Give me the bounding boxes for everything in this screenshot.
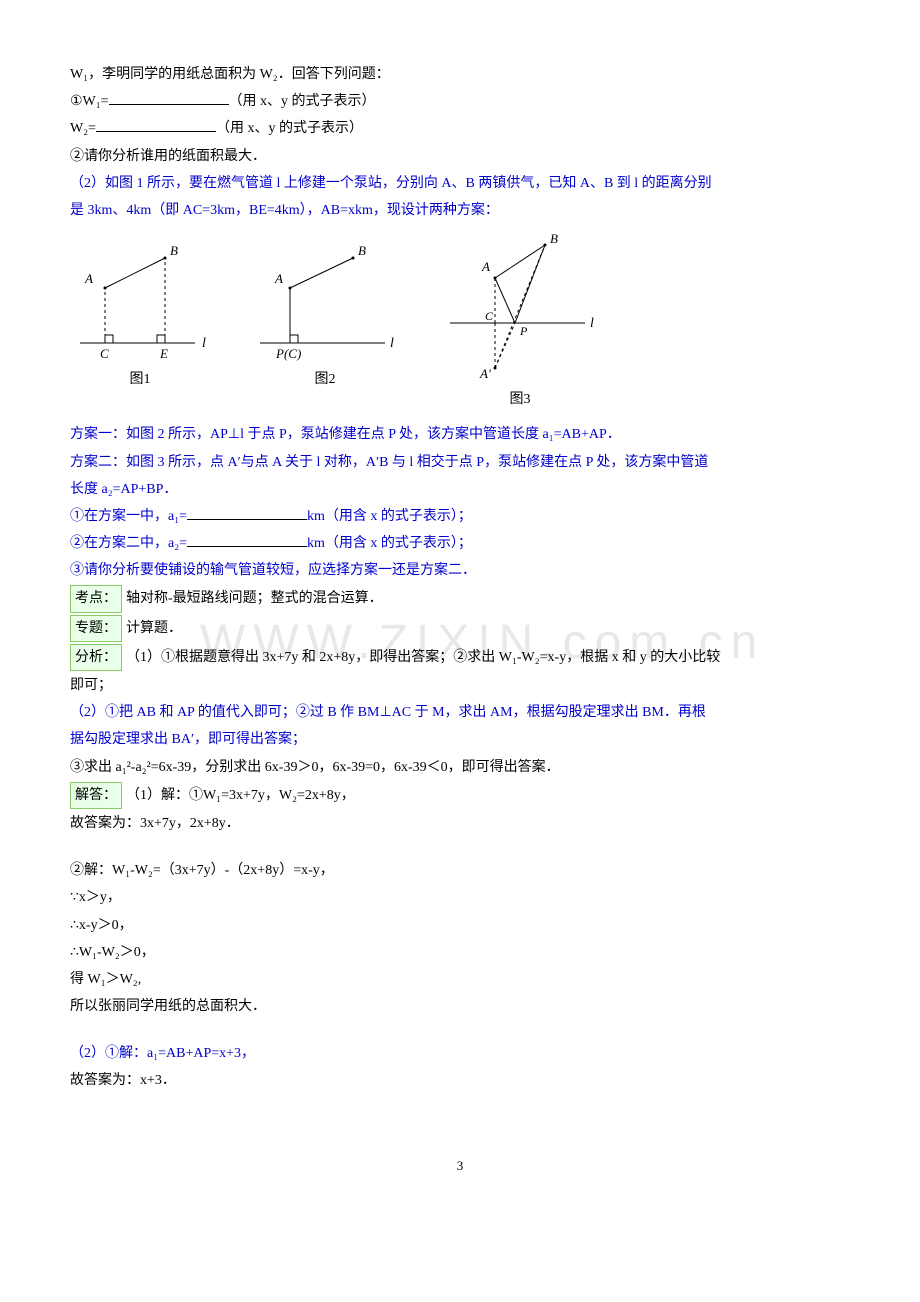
svg-text:l: l	[202, 336, 206, 351]
sol-2-1: ②解：W₁-W₂=（3x+7y）-（2x+8y）=x-y，	[70, 858, 850, 883]
kaodian-text: 轴对称-最短路线问题；整式的混合运算．	[126, 591, 383, 606]
w1-suffix: （用 x、y 的式子表示）	[229, 94, 376, 109]
diagram-2-svg: l P(C) A B	[250, 233, 400, 363]
fenxi-text-1: （1）①根据题意得出 3x+7y 和 2x+8y，即得出答案；②求出 W₁-W₂…	[126, 650, 720, 665]
zhuanti-label: 专题：	[70, 615, 122, 642]
diagram-3: l A A' B C P 图3	[440, 233, 600, 412]
jieda-label: 解答：	[70, 782, 122, 809]
svg-text:A': A'	[479, 366, 491, 381]
problem-2-line-2: 是 3km、4km（即 AC=3km，BE=4km），AB=xkm，现设计两种方…	[70, 198, 850, 223]
fenxi-line-5: ③求出 a₁²-a₂²=6x-39，分别求出 6x-39＞0，6x-39=0，6…	[70, 755, 850, 780]
diagram-3-label: 图3	[440, 387, 600, 412]
a1-suffix: km（用含 x 的式子表示）；	[307, 509, 472, 524]
scheme-2-line-1: 方案二：如图 3 所示，点 A′与点 A 关于 l 对称，A′B 与 l 相交于…	[70, 450, 850, 475]
kaodian-line: 考点： 轴对称-最短路线问题；整式的混合运算．	[70, 585, 850, 612]
a1-prefix: ①在方案一中，a₁=	[70, 509, 187, 524]
w2-prefix: W₂=	[70, 121, 96, 136]
zhuanti-line: 专题： 计算题．	[70, 615, 850, 642]
problem-2-line-1: （2）如图 1 所示，要在燃气管道 l 上修建一个泵站，分别向 A、B 两镇供气…	[70, 171, 850, 196]
scheme-1: 方案一：如图 2 所示，AP⊥l 于点 P，泵站修建在点 P 处，该方案中管道长…	[70, 422, 850, 447]
svg-text:l: l	[390, 336, 394, 351]
sol-2-3: ∴x-y＞0，	[70, 913, 850, 938]
scheme-2-line-2: 长度 a₂=AP+BP．	[70, 477, 850, 502]
a2-suffix: km（用含 x 的式子表示）；	[307, 536, 472, 551]
a2-blank	[187, 532, 307, 547]
page-number: 3	[70, 1154, 850, 1177]
intro-line-2: ①W₁= （用 x、y 的式子表示）	[70, 89, 850, 114]
question-a1: ①在方案一中，a₁= km（用含 x 的式子表示）；	[70, 504, 850, 529]
fenxi-line-3: （2）①把 AB 和 AP 的值代入即可；②过 B 作 BM⊥AC 于 M，求出…	[70, 700, 850, 725]
zhuanti-text: 计算题．	[126, 621, 182, 636]
sol-2-2: ∵x＞y，	[70, 885, 850, 910]
w2-suffix: （用 x、y 的式子表示）	[216, 121, 363, 136]
diagram-1: l C A E B 图1	[70, 233, 210, 412]
sol-3-1: （2）①解：a₁=AB+AP=x+3，	[70, 1041, 850, 1066]
svg-text:C: C	[485, 309, 494, 323]
svg-text:C: C	[100, 346, 109, 361]
diagram-3-svg: l A A' B C P	[440, 233, 600, 383]
intro-line-3: W₂= （用 x、y 的式子表示）	[70, 116, 850, 141]
a2-prefix: ②在方案二中，a₂=	[70, 536, 187, 551]
jieda-line-1: 解答： （1）解：①W₁=3x+7y，W₂=2x+8y，	[70, 782, 850, 809]
sol-2-5: 得 W₁＞W₂,	[70, 967, 850, 992]
svg-text:B: B	[358, 243, 366, 258]
kaodian-label: 考点：	[70, 585, 122, 612]
svg-text:P: P	[519, 324, 528, 338]
svg-text:P(C): P(C)	[275, 346, 301, 361]
w1-blank	[109, 90, 229, 105]
svg-text:A: A	[274, 271, 283, 286]
fenxi-label: 分析：	[70, 644, 122, 671]
sol-2-4: ∴W₁-W₂＞0，	[70, 940, 850, 965]
fenxi-line-2: 即可；	[70, 673, 850, 698]
sol-2-6: 所以张丽同学用纸的总面积大．	[70, 994, 850, 1019]
svg-text:l: l	[590, 316, 594, 331]
intro-line-1: W₁，李明同学的用纸总面积为 W₂．回答下列问题：	[70, 62, 850, 87]
svg-text:A: A	[84, 271, 93, 286]
fenxi-line-1: 分析： （1）①根据题意得出 3x+7y 和 2x+8y，即得出答案；②求出 W₁…	[70, 644, 850, 671]
diagram-1-label: 图1	[70, 367, 210, 392]
jieda-line-2: 故答案为：3x+7y，2x+8y．	[70, 811, 850, 836]
svg-text:B: B	[550, 233, 558, 246]
w1-prefix: ①W₁=	[70, 94, 109, 109]
a1-blank	[187, 505, 307, 520]
question-3: ③请你分析要使铺设的输气管道较短，应选择方案一还是方案二．	[70, 558, 850, 583]
fenxi-line-4: 据勾股定理求出 BA′，即可得出答案；	[70, 727, 850, 752]
diagram-2-label: 图2	[250, 367, 400, 392]
diagrams-row: l C A E B 图1 l P(C) A B 图2	[70, 233, 850, 412]
diagram-1-svg: l C A E B	[70, 233, 210, 363]
svg-text:B: B	[170, 243, 178, 258]
w2-blank	[96, 117, 216, 132]
svg-text:A: A	[481, 259, 490, 274]
diagram-2: l P(C) A B 图2	[250, 233, 400, 412]
svg-text:E: E	[159, 346, 168, 361]
sol-3-2: 故答案为：x+3．	[70, 1068, 850, 1093]
jieda-text-1: （1）解：①W₁=3x+7y，W₂=2x+8y，	[126, 788, 355, 803]
intro-line-4: ②请你分析谁用的纸面积最大．	[70, 144, 850, 169]
question-a2: ②在方案二中，a₂= km（用含 x 的式子表示）；	[70, 531, 850, 556]
